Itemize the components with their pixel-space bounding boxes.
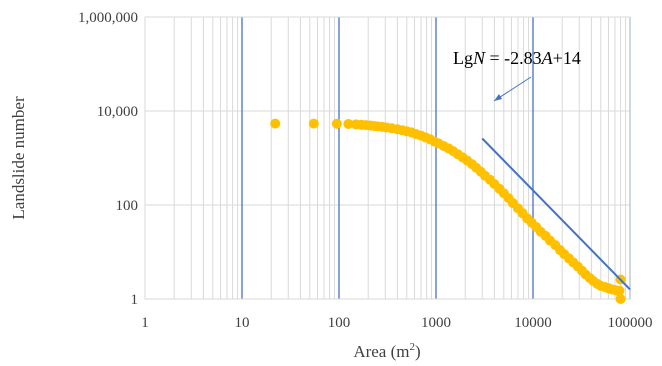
x-tick-label: 100000 xyxy=(608,315,653,331)
y-axis-title: Landslide number xyxy=(9,96,28,220)
y-tick-label: 10,000 xyxy=(97,104,138,120)
plot-area-border xyxy=(144,16,631,300)
x-tick-label: 100 xyxy=(328,315,351,331)
x-axis-title: Area (m2) xyxy=(353,341,420,361)
x-tick-label: 10000 xyxy=(514,315,552,331)
x-tick-label: 10 xyxy=(235,315,250,331)
data-point xyxy=(331,118,342,129)
data-point xyxy=(343,118,354,129)
fit-equation: LgN = -2.83A+14 xyxy=(453,48,581,68)
data-point xyxy=(308,118,319,129)
y-tick-label: 1 xyxy=(131,292,139,308)
data-point xyxy=(270,118,281,129)
fit-line xyxy=(481,137,631,291)
y-tick-label: 1,000,000 xyxy=(78,10,138,26)
fit-line-group xyxy=(481,137,631,291)
annotation-arrow xyxy=(493,76,532,102)
x-tick-label: 1000 xyxy=(421,315,451,331)
data-point xyxy=(615,294,626,304)
x-tick-label: 1 xyxy=(141,315,149,331)
data-point xyxy=(614,285,625,296)
y-tick-label: 100 xyxy=(116,198,139,214)
y-tick-labels: 1 100 10,000 1,000,000 xyxy=(78,10,138,308)
x-tick-labels: 1 10 100 1000 10000 100000 xyxy=(141,315,652,331)
data-points xyxy=(270,118,626,304)
